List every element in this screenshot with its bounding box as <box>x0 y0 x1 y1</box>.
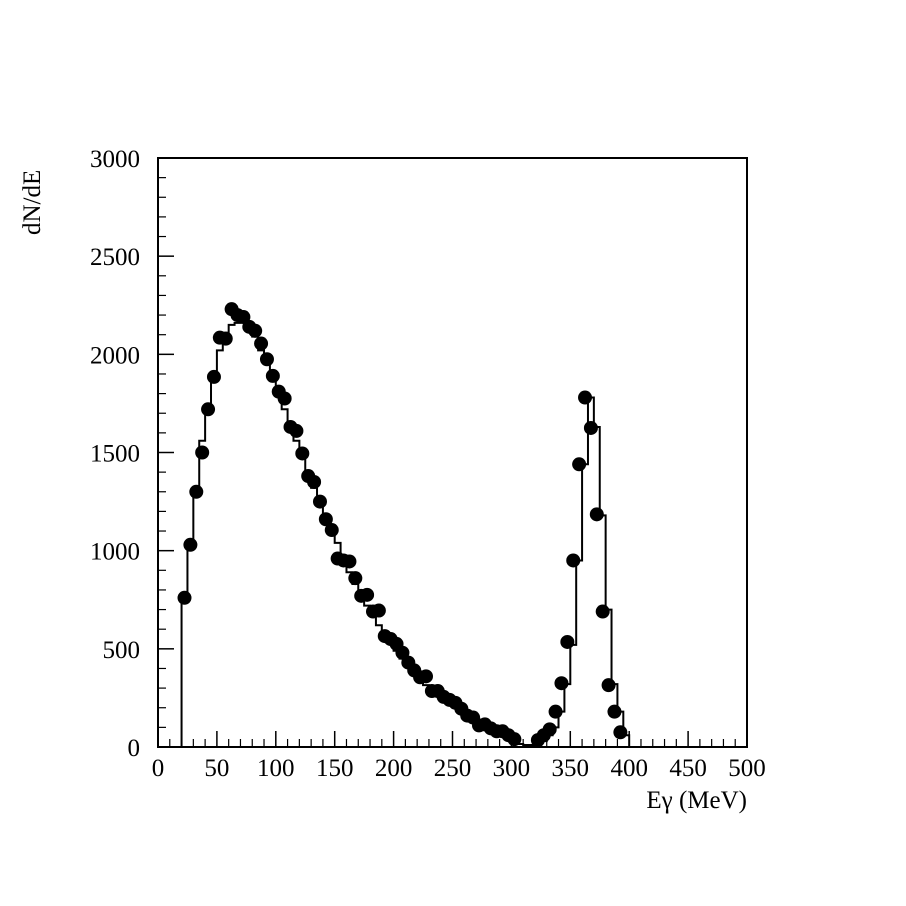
data-point <box>595 604 610 619</box>
data-point <box>201 402 216 417</box>
data-point <box>507 732 522 747</box>
data-point <box>195 445 210 460</box>
data-point <box>348 571 363 586</box>
x-tick-label: 400 <box>610 755 648 782</box>
data-point <box>254 336 269 351</box>
y-axis-title: dN/dE <box>19 170 46 235</box>
data-point <box>277 391 292 406</box>
x-axis-title: Eγ (MeV) <box>646 787 747 814</box>
data-point <box>259 352 274 367</box>
x-tick-label: 0 <box>152 755 165 782</box>
data-point <box>324 523 339 538</box>
data-point <box>542 722 557 737</box>
data-point <box>265 368 280 383</box>
y-tick-label: 1500 <box>90 441 140 468</box>
x-tick-label: 350 <box>552 755 590 782</box>
data-point <box>560 634 575 649</box>
data-point <box>218 331 233 346</box>
data-point <box>607 704 622 719</box>
data-point <box>418 669 433 684</box>
data-point <box>206 369 221 384</box>
x-tick-label: 500 <box>728 755 766 782</box>
data-point <box>307 474 322 489</box>
data-point <box>189 484 204 499</box>
data-point <box>554 676 569 691</box>
y-tick-label: 500 <box>103 637 141 664</box>
data-point <box>578 390 593 405</box>
data-point <box>360 587 375 602</box>
data-point <box>318 512 333 527</box>
y-tick-label: 2500 <box>90 244 140 271</box>
x-axis: 0 50 100 150 200 250 300 350 400 450 500 <box>152 731 766 782</box>
data-point <box>589 507 604 522</box>
x-tick-label: 200 <box>375 755 413 782</box>
data-point <box>312 494 327 509</box>
data-points <box>177 302 628 748</box>
data-point <box>613 725 628 740</box>
x-tick-label: 100 <box>257 755 295 782</box>
x-tick-label: 450 <box>669 755 707 782</box>
data-point <box>248 323 263 338</box>
data-point <box>295 446 310 461</box>
y-tick-label: 0 <box>128 735 141 762</box>
x-tick-label: 50 <box>204 755 229 782</box>
plot-frame <box>157 157 748 748</box>
data-point <box>342 554 357 569</box>
y-tick-label: 2000 <box>90 342 140 369</box>
x-tick-label: 150 <box>316 755 354 782</box>
data-point <box>289 423 304 438</box>
data-point <box>583 420 598 435</box>
x-tick-label: 250 <box>434 755 472 782</box>
y-tick-label: 3000 <box>90 146 140 173</box>
data-point <box>548 704 563 719</box>
data-point <box>177 590 192 605</box>
data-point <box>601 678 616 693</box>
y-tick-label: 1000 <box>90 539 140 566</box>
y-axis: 0 500 1000 1500 2000 2500 3000 <box>90 146 174 762</box>
x-tick-label: 300 <box>493 755 531 782</box>
data-point <box>566 553 581 568</box>
data-point <box>371 603 386 618</box>
data-point <box>183 537 198 552</box>
data-point <box>572 457 587 472</box>
